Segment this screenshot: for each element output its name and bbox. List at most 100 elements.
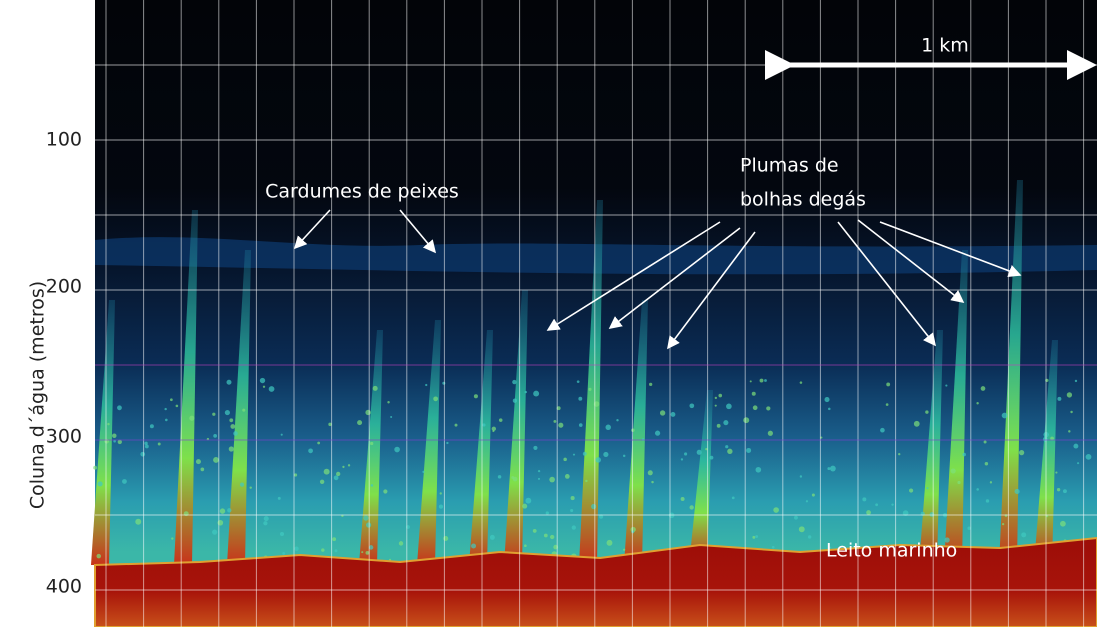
- echo-speckle: [681, 458, 683, 460]
- echo-speckle: [144, 442, 147, 445]
- echo-speckle: [1060, 521, 1066, 527]
- echo-speckle: [824, 397, 829, 402]
- echo-speckle: [227, 380, 232, 385]
- echo-speckle: [321, 548, 324, 551]
- echo-speckle: [227, 508, 231, 512]
- echo-speckle: [387, 401, 389, 403]
- echo-speckle: [546, 511, 549, 514]
- echo-speckle: [689, 403, 694, 408]
- echo-speckle: [1002, 413, 1008, 419]
- echo-speckle: [984, 441, 987, 444]
- echo-speckle: [990, 481, 992, 483]
- echo-speckle: [230, 424, 235, 429]
- echo-speckle: [490, 535, 495, 540]
- echo-speckle: [649, 383, 652, 386]
- echo-speckle: [550, 535, 554, 539]
- echo-speckle: [281, 434, 283, 436]
- echo-speckle: [499, 418, 503, 422]
- echo-speckle: [726, 404, 732, 410]
- echo-speckle: [648, 470, 653, 475]
- echo-speckle: [538, 478, 540, 480]
- echo-speckle: [752, 536, 755, 539]
- echo-speckle: [909, 488, 913, 492]
- echo-speckle: [753, 405, 758, 410]
- echo-speckle: [117, 405, 122, 410]
- echo-speckle: [1002, 523, 1004, 525]
- echo-speckle: [951, 468, 956, 473]
- echo-speckle: [1067, 392, 1072, 397]
- echo-speckle: [140, 452, 145, 457]
- echo-speckle: [474, 394, 478, 398]
- echo-speckle: [631, 429, 634, 432]
- echo-speckle: [573, 454, 575, 456]
- echo-speckle: [794, 516, 798, 520]
- echo-speckle: [225, 410, 230, 415]
- echo-speckle: [755, 535, 758, 538]
- echo-speckle: [512, 380, 516, 384]
- echo-speckle: [317, 442, 320, 445]
- echo-speckle: [605, 425, 611, 431]
- echo-speckle: [320, 480, 324, 484]
- echo-speckle: [455, 424, 458, 427]
- echo-speckle: [170, 398, 173, 401]
- y-tick-label: 400: [46, 576, 82, 598]
- y-tick-label: 300: [46, 426, 82, 448]
- echo-speckle: [342, 466, 344, 468]
- echo-speckle: [914, 421, 920, 427]
- echo-speckle: [544, 534, 548, 538]
- echo-speckle: [623, 455, 625, 457]
- echo-speckle: [891, 503, 893, 505]
- echo-speckle: [278, 497, 281, 500]
- echo-speckle: [1055, 472, 1057, 474]
- echo-speckle: [212, 413, 215, 416]
- echo-speckle: [764, 379, 767, 382]
- echo-speckle: [727, 449, 732, 454]
- echo-speckle: [1063, 489, 1067, 493]
- echo-speckle: [189, 416, 194, 421]
- echo-speckle: [336, 472, 340, 476]
- echo-speckle: [439, 505, 443, 509]
- echo-speckle: [229, 446, 234, 451]
- echo-speckle: [725, 445, 728, 448]
- echo-speckle: [440, 492, 442, 494]
- echo-speckle: [525, 391, 527, 393]
- echo-speckle: [200, 468, 204, 472]
- echo-speckle: [294, 547, 298, 551]
- echo-speckle: [684, 452, 687, 455]
- echo-speckle: [524, 544, 527, 547]
- echo-speckle: [1021, 532, 1026, 537]
- echo-speckle: [925, 410, 928, 413]
- echo-speckle: [533, 446, 537, 450]
- echo-speckle: [577, 380, 580, 383]
- seabed-label: Leito marinho: [826, 540, 957, 562]
- echo-speckle: [579, 423, 583, 427]
- echo-speckle: [760, 379, 764, 383]
- echo-speckle: [213, 434, 217, 438]
- echo-speckle: [533, 529, 537, 533]
- echo-speckle: [357, 420, 362, 425]
- echo-speckle: [332, 537, 336, 541]
- y-tick-label: 100: [46, 129, 82, 151]
- echo-speckle: [250, 486, 252, 488]
- echo-speckle: [433, 396, 438, 401]
- echo-speckle: [171, 537, 173, 539]
- echo-speckle: [756, 467, 762, 473]
- echo-speckle: [511, 476, 514, 479]
- echo-speckle: [361, 551, 363, 553]
- y-tick-label: 200: [46, 276, 82, 298]
- echo-speckle: [471, 544, 476, 549]
- echo-speckle: [660, 410, 665, 415]
- scale-label: 1 km: [921, 35, 969, 57]
- echo-speckle: [145, 444, 149, 448]
- echo-speckle: [165, 419, 168, 422]
- echo-speckle: [422, 471, 424, 473]
- echo-speckle: [880, 428, 885, 433]
- echo-speckle: [976, 402, 978, 404]
- echo-speckle: [158, 443, 161, 446]
- echo-speckle: [715, 397, 717, 399]
- echo-speckle: [800, 381, 803, 384]
- echo-speckle: [572, 525, 576, 529]
- echo-speckle: [571, 496, 575, 500]
- echo-speckle: [583, 452, 587, 456]
- echo-speckle: [808, 535, 811, 538]
